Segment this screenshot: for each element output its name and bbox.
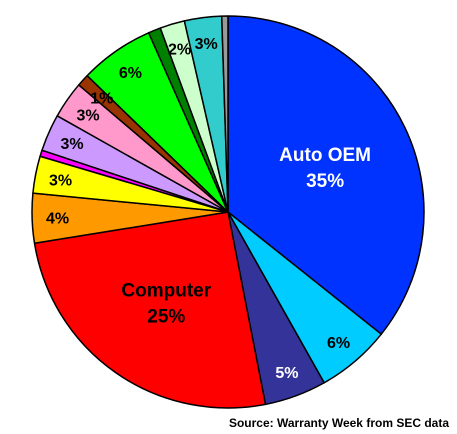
labels-group: Auto OEM 35%6%5%Computer 25%4%3%3%3%1%6%2%… <box>46 36 371 382</box>
slice-percent-13: 3% <box>195 36 218 53</box>
slice-name-0: Auto OEM <box>279 145 371 166</box>
pie-slice-0 <box>227 15 425 335</box>
slice-percent-9: 1% <box>90 90 113 107</box>
slice-value-0: 35% <box>306 171 344 192</box>
source-note: Source: Warranty Week from SEC data <box>228 416 449 430</box>
slice-percent-12: 2% <box>168 42 191 59</box>
slice-percent-4: 4% <box>46 211 69 228</box>
slice-percent-1: 6% <box>327 335 350 352</box>
pie-slice-3 <box>33 211 267 409</box>
slice-label-0: Auto OEM 35% <box>279 145 371 192</box>
slice-percent-8: 3% <box>77 107 100 124</box>
slice-percent-5: 3% <box>49 172 72 189</box>
slice-value-3: 25% <box>147 306 185 327</box>
slice-name-3: Computer <box>121 280 211 301</box>
slice-percent-2: 5% <box>275 365 298 382</box>
slices-group <box>31 15 425 409</box>
slice-percent-7: 3% <box>61 136 84 153</box>
slice-percent-10: 6% <box>119 65 142 82</box>
slice-label-3: Computer 25% <box>121 280 211 327</box>
pie-slice-14 <box>220 15 229 213</box>
